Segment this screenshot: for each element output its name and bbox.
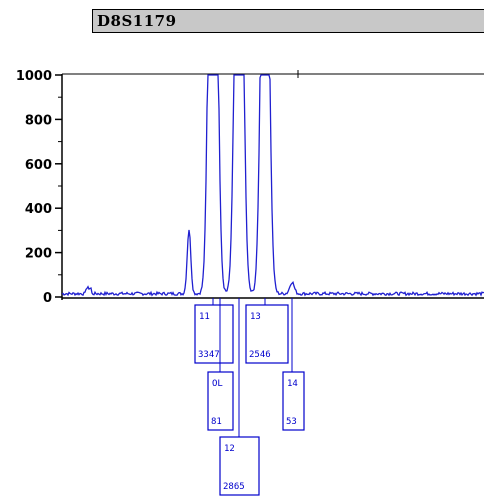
call-value-label: 2865 xyxy=(223,482,245,492)
call-box xyxy=(207,371,234,431)
marker-name: D8S1179 xyxy=(97,12,177,30)
call-box xyxy=(219,436,260,496)
call-value-label: 81 xyxy=(211,417,222,427)
call-allele-label: 11 xyxy=(199,312,210,322)
y-tick-label: 800 xyxy=(25,113,52,128)
marker-header: D8S1179 xyxy=(92,9,484,33)
y-tick-label: 600 xyxy=(25,158,52,173)
call-allele-label: 14 xyxy=(287,379,298,389)
call-allele-label: 12 xyxy=(224,444,235,454)
y-tick-label: 400 xyxy=(25,202,52,217)
call-value-label: 2546 xyxy=(249,350,271,360)
call-value-label: 3347 xyxy=(198,350,220,360)
y-ticks: 0 200 400 600 800 1000 xyxy=(16,69,62,306)
call-allele-label: 13 xyxy=(250,312,261,322)
call-allele-label: OL xyxy=(212,379,223,389)
allele-call-12: 12 2865 xyxy=(219,298,260,496)
allele-call-13: 13 2546 xyxy=(245,298,289,364)
allele-call-14: 14 53 xyxy=(282,298,305,431)
call-box xyxy=(245,304,289,364)
y-tick-label: 0 xyxy=(43,291,52,306)
allele-call-11: 11 3347 xyxy=(194,298,234,364)
y-tick-label: 1000 xyxy=(16,69,52,84)
y-tick-label: 200 xyxy=(25,247,52,262)
signal-trace xyxy=(61,74,484,297)
call-box xyxy=(282,371,305,431)
allele-call-ol: OL 81 xyxy=(207,298,234,431)
allele-call-boxes: 11 3347 OL 81 12 2865 13 2546 14 53 xyxy=(194,298,305,496)
call-value-label: 53 xyxy=(286,417,297,427)
axes xyxy=(61,70,484,300)
call-box xyxy=(194,304,234,364)
